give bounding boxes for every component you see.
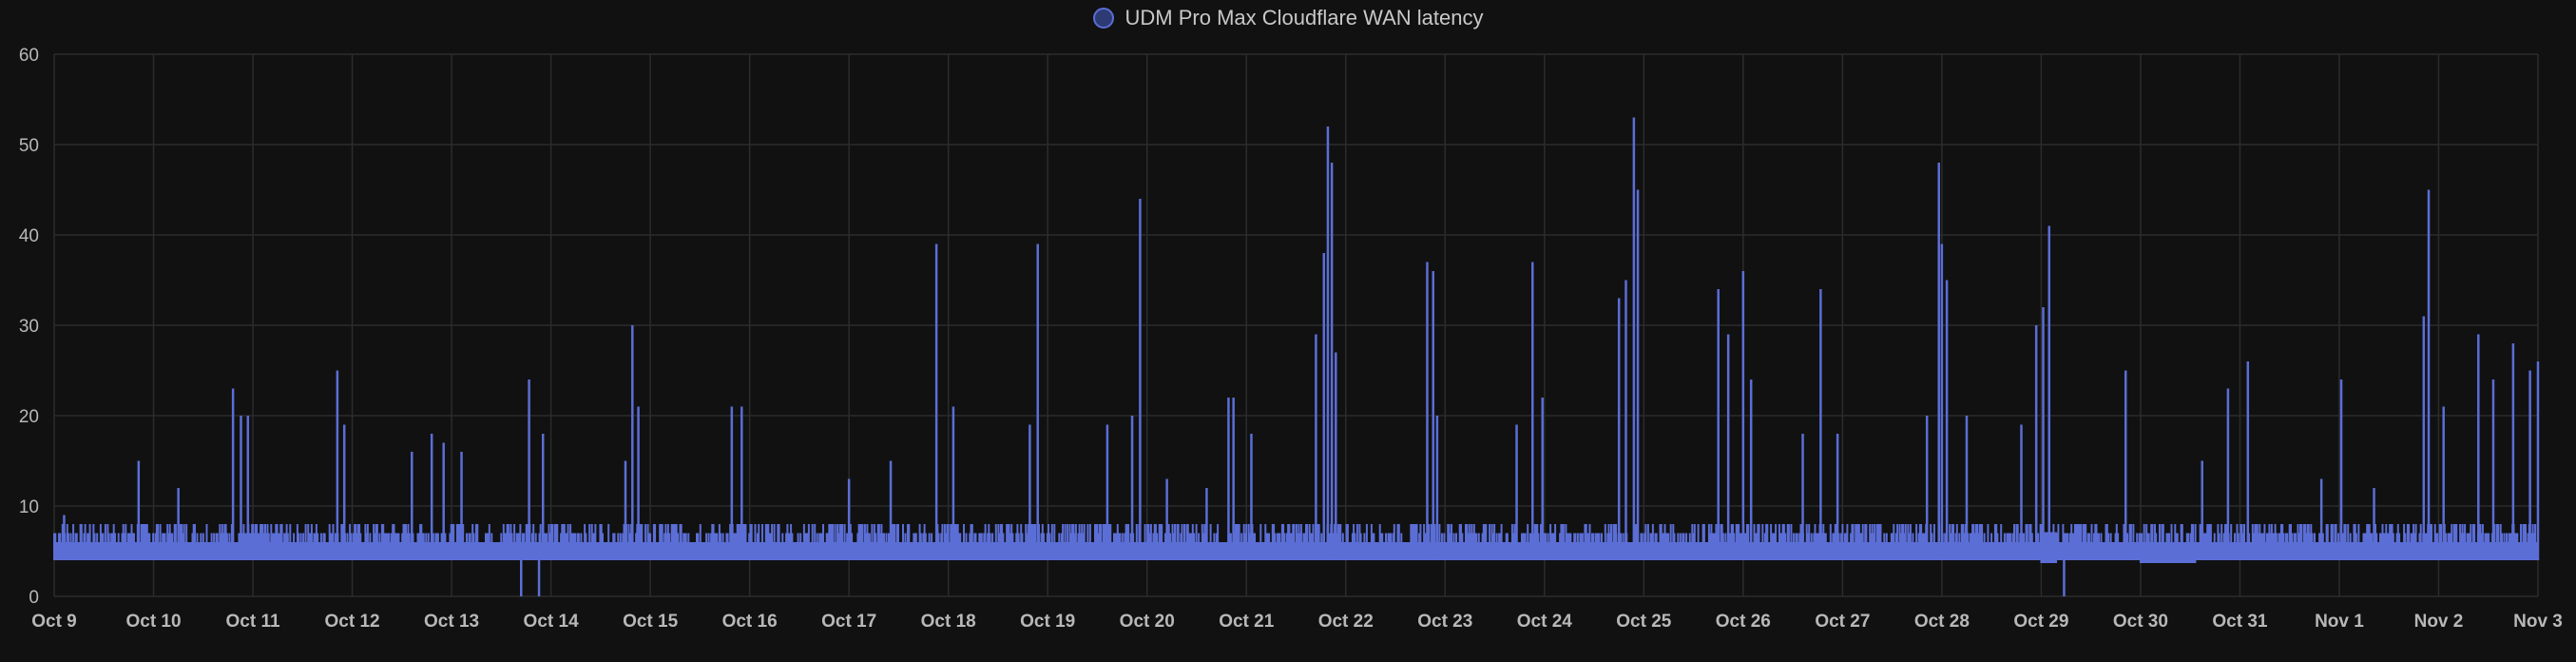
x-tick-label: Oct 13 bbox=[424, 612, 479, 632]
x-tick-label: Oct 29 bbox=[2013, 612, 2068, 632]
x-tick-label: Oct 21 bbox=[1219, 612, 1275, 632]
x-tick-label: Oct 26 bbox=[1716, 612, 1771, 632]
x-tick-label: Nov 3 bbox=[2513, 612, 2563, 632]
latency-noise bbox=[53, 524, 2539, 560]
y-axis: 0 10 20 30 40 50 60 bbox=[19, 46, 39, 608]
legend-label: UDM Pro Max Cloudflare WAN latency bbox=[1125, 6, 1484, 29]
chart-legend[interactable]: UDM Pro Max Cloudflare WAN latency bbox=[0, 6, 2576, 30]
x-tick-label: Oct 19 bbox=[1020, 612, 1075, 632]
y-tick-label: 60 bbox=[19, 46, 39, 66]
legend-swatch-icon bbox=[1092, 8, 1114, 29]
x-tick-label: Oct 12 bbox=[325, 612, 380, 632]
x-tick-label: Oct 14 bbox=[524, 612, 580, 632]
x-tick-label: Oct 9 bbox=[31, 612, 77, 632]
x-tick-label: Oct 17 bbox=[821, 612, 876, 632]
x-tick-label: Oct 23 bbox=[1417, 612, 1472, 632]
y-tick-label: 40 bbox=[19, 226, 39, 246]
x-tick-label: Oct 28 bbox=[1914, 612, 1970, 632]
latency-series bbox=[53, 117, 2540, 596]
x-tick-label: Oct 15 bbox=[623, 612, 679, 632]
x-tick-label: Oct 20 bbox=[1120, 612, 1175, 632]
x-tick-label: Oct 24 bbox=[1517, 612, 1573, 632]
x-tick-label: Oct 25 bbox=[1616, 612, 1672, 632]
x-tick-label: Oct 16 bbox=[722, 612, 778, 632]
y-tick-label: 30 bbox=[19, 317, 39, 337]
x-tick-label: Oct 18 bbox=[921, 612, 976, 632]
x-tick-label: Oct 10 bbox=[125, 612, 181, 632]
y-tick-label: 0 bbox=[29, 588, 39, 608]
x-tick-label: Oct 30 bbox=[2113, 612, 2168, 632]
x-axis: Oct 9 Oct 10 Oct 11 Oct 12 Oct 13 Oct 14 Oct 1… bbox=[31, 612, 2563, 632]
x-tick-label: Oct 22 bbox=[1318, 612, 1374, 632]
chart-grid bbox=[53, 53, 2539, 597]
x-tick-label: Nov 2 bbox=[2414, 612, 2464, 632]
x-tick-label: Oct 11 bbox=[226, 612, 280, 632]
y-tick-label: 20 bbox=[19, 407, 39, 427]
x-tick-label: Nov 1 bbox=[2315, 612, 2364, 632]
x-tick-label: Oct 27 bbox=[1815, 612, 1870, 632]
latency-flat-segment bbox=[2139, 559, 2197, 563]
x-tick-label: Oct 31 bbox=[2212, 612, 2268, 632]
y-tick-label: 10 bbox=[19, 497, 39, 517]
y-tick-label: 50 bbox=[19, 136, 39, 156]
